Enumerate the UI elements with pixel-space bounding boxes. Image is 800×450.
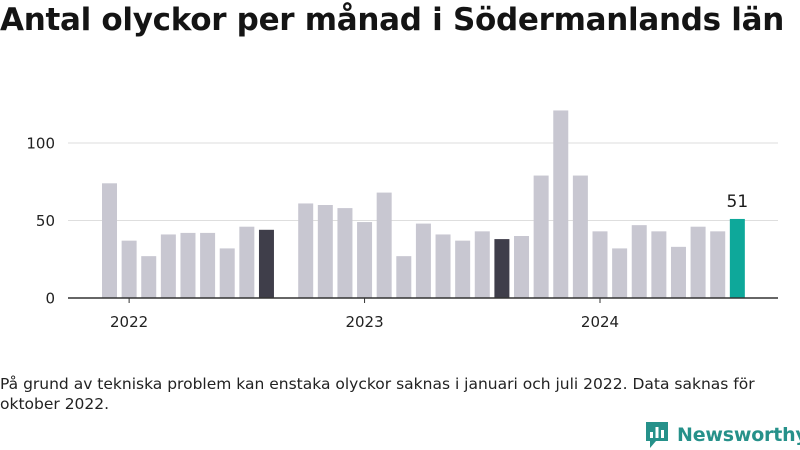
newsworthy-logo[interactable]: Newsworthy [644, 420, 800, 450]
bar [415, 223, 431, 298]
bar [160, 234, 176, 298]
x-tick-label: 2022 [110, 313, 148, 331]
bar [612, 248, 628, 298]
bar [357, 222, 373, 298]
data-label: 51 [727, 192, 749, 212]
bar [690, 226, 706, 298]
bar [298, 203, 314, 298]
bar [239, 226, 255, 298]
bar [514, 236, 530, 298]
bar [455, 240, 471, 298]
bar [180, 232, 196, 298]
bar [337, 208, 353, 298]
x-tick-label: 2023 [345, 313, 383, 331]
bar [435, 234, 451, 298]
bar [219, 248, 235, 298]
bar [710, 231, 726, 298]
bar [258, 229, 274, 298]
bar [553, 110, 569, 298]
y-tick-label: 0 [45, 290, 55, 308]
bar [141, 256, 157, 298]
bar [651, 231, 667, 298]
bar [631, 225, 647, 298]
y-tick-label: 50 [36, 212, 55, 230]
chart-title: Antal olyckor per månad i Södermanlands … [0, 2, 784, 38]
bar [200, 232, 216, 298]
bar [376, 192, 392, 298]
y-tick-label: 100 [26, 135, 55, 153]
bar [121, 240, 137, 298]
bar [729, 218, 745, 298]
bar [572, 175, 588, 298]
bar [494, 239, 510, 298]
newsworthy-logo-icon [646, 422, 668, 448]
bar [533, 175, 549, 298]
bar [396, 256, 412, 298]
x-tick-label: 2024 [581, 313, 619, 331]
bar [670, 246, 686, 298]
bar [474, 231, 490, 298]
footnote: På grund av tekniska problem kan enstaka… [0, 375, 755, 413]
brand-name: Newsworthy [677, 424, 800, 446]
bar-chart: 0 50 100 2022 2023 2024 51 [26, 110, 778, 331]
bar [317, 205, 333, 298]
bar [592, 231, 608, 298]
bar [102, 183, 117, 298]
